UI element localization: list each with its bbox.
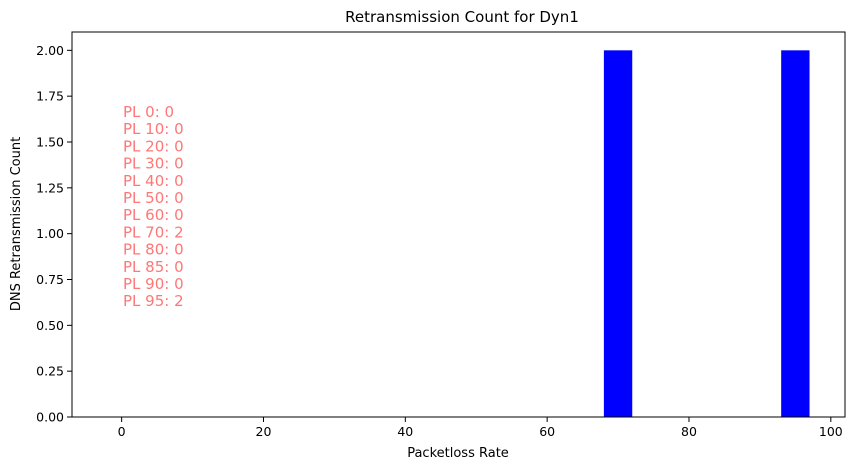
plot-frame: [71, 31, 846, 418]
annotation-line: PL 30: 0: [123, 155, 184, 173]
annotation-line: PL 0: 0: [123, 103, 174, 121]
x-tick-label: 60: [539, 424, 555, 439]
x-axis-label: Packetloss Rate: [407, 446, 509, 461]
y-tick-label: 0.50: [36, 318, 64, 333]
y-tick-label: 2.00: [36, 43, 64, 58]
bar: [781, 50, 810, 417]
x-tick-label: 100: [819, 424, 843, 439]
annotation-line: PL 85: 0: [123, 258, 184, 276]
chart-title: Retransmission Count for Dyn1: [345, 8, 579, 26]
annotation-line: PL 90: 0: [123, 275, 184, 293]
y-axis-ticks: 0.00 0.25 0.50 0.75 1.00 1.25 1.50 1.75 2.00: [36, 43, 72, 425]
x-tick-label: 40: [397, 424, 413, 439]
x-tick-label: 0: [118, 424, 126, 439]
x-tick-label: 80: [681, 424, 697, 439]
y-tick-label: 1.75: [36, 89, 64, 104]
annotation-line: PL 80: 0: [123, 241, 184, 259]
annotation-line: PL 40: 0: [123, 172, 184, 190]
y-tick-label: 1.25: [36, 180, 64, 195]
annotation-line: PL 20: 0: [123, 137, 184, 155]
y-tick-label: 1.50: [36, 135, 64, 150]
annotation-line: PL 50: 0: [123, 189, 184, 207]
y-tick-label: 0.75: [36, 272, 64, 287]
y-tick-label: 1.00: [36, 226, 64, 241]
x-axis-ticks: 0 20 40 60 80 100: [118, 417, 843, 439]
annotation-line: PL 60: 0: [123, 206, 184, 224]
annotation-line: PL 10: 0: [123, 120, 184, 138]
bars-group: [603, 50, 810, 417]
annotation-line: PL 95: 2: [123, 292, 184, 310]
bar: [603, 50, 633, 417]
y-axis-label: DNS Retransmission Count: [9, 137, 24, 311]
x-tick-label: 20: [256, 424, 272, 439]
annotation-block: PL 0: 0PL 10: 0PL 20: 0PL 30: 0PL 40: 0P…: [123, 103, 184, 310]
annotation-line: PL 70: 2: [123, 223, 184, 241]
y-tick-label: 0.25: [36, 364, 64, 379]
y-tick-label: 0.00: [36, 410, 64, 425]
